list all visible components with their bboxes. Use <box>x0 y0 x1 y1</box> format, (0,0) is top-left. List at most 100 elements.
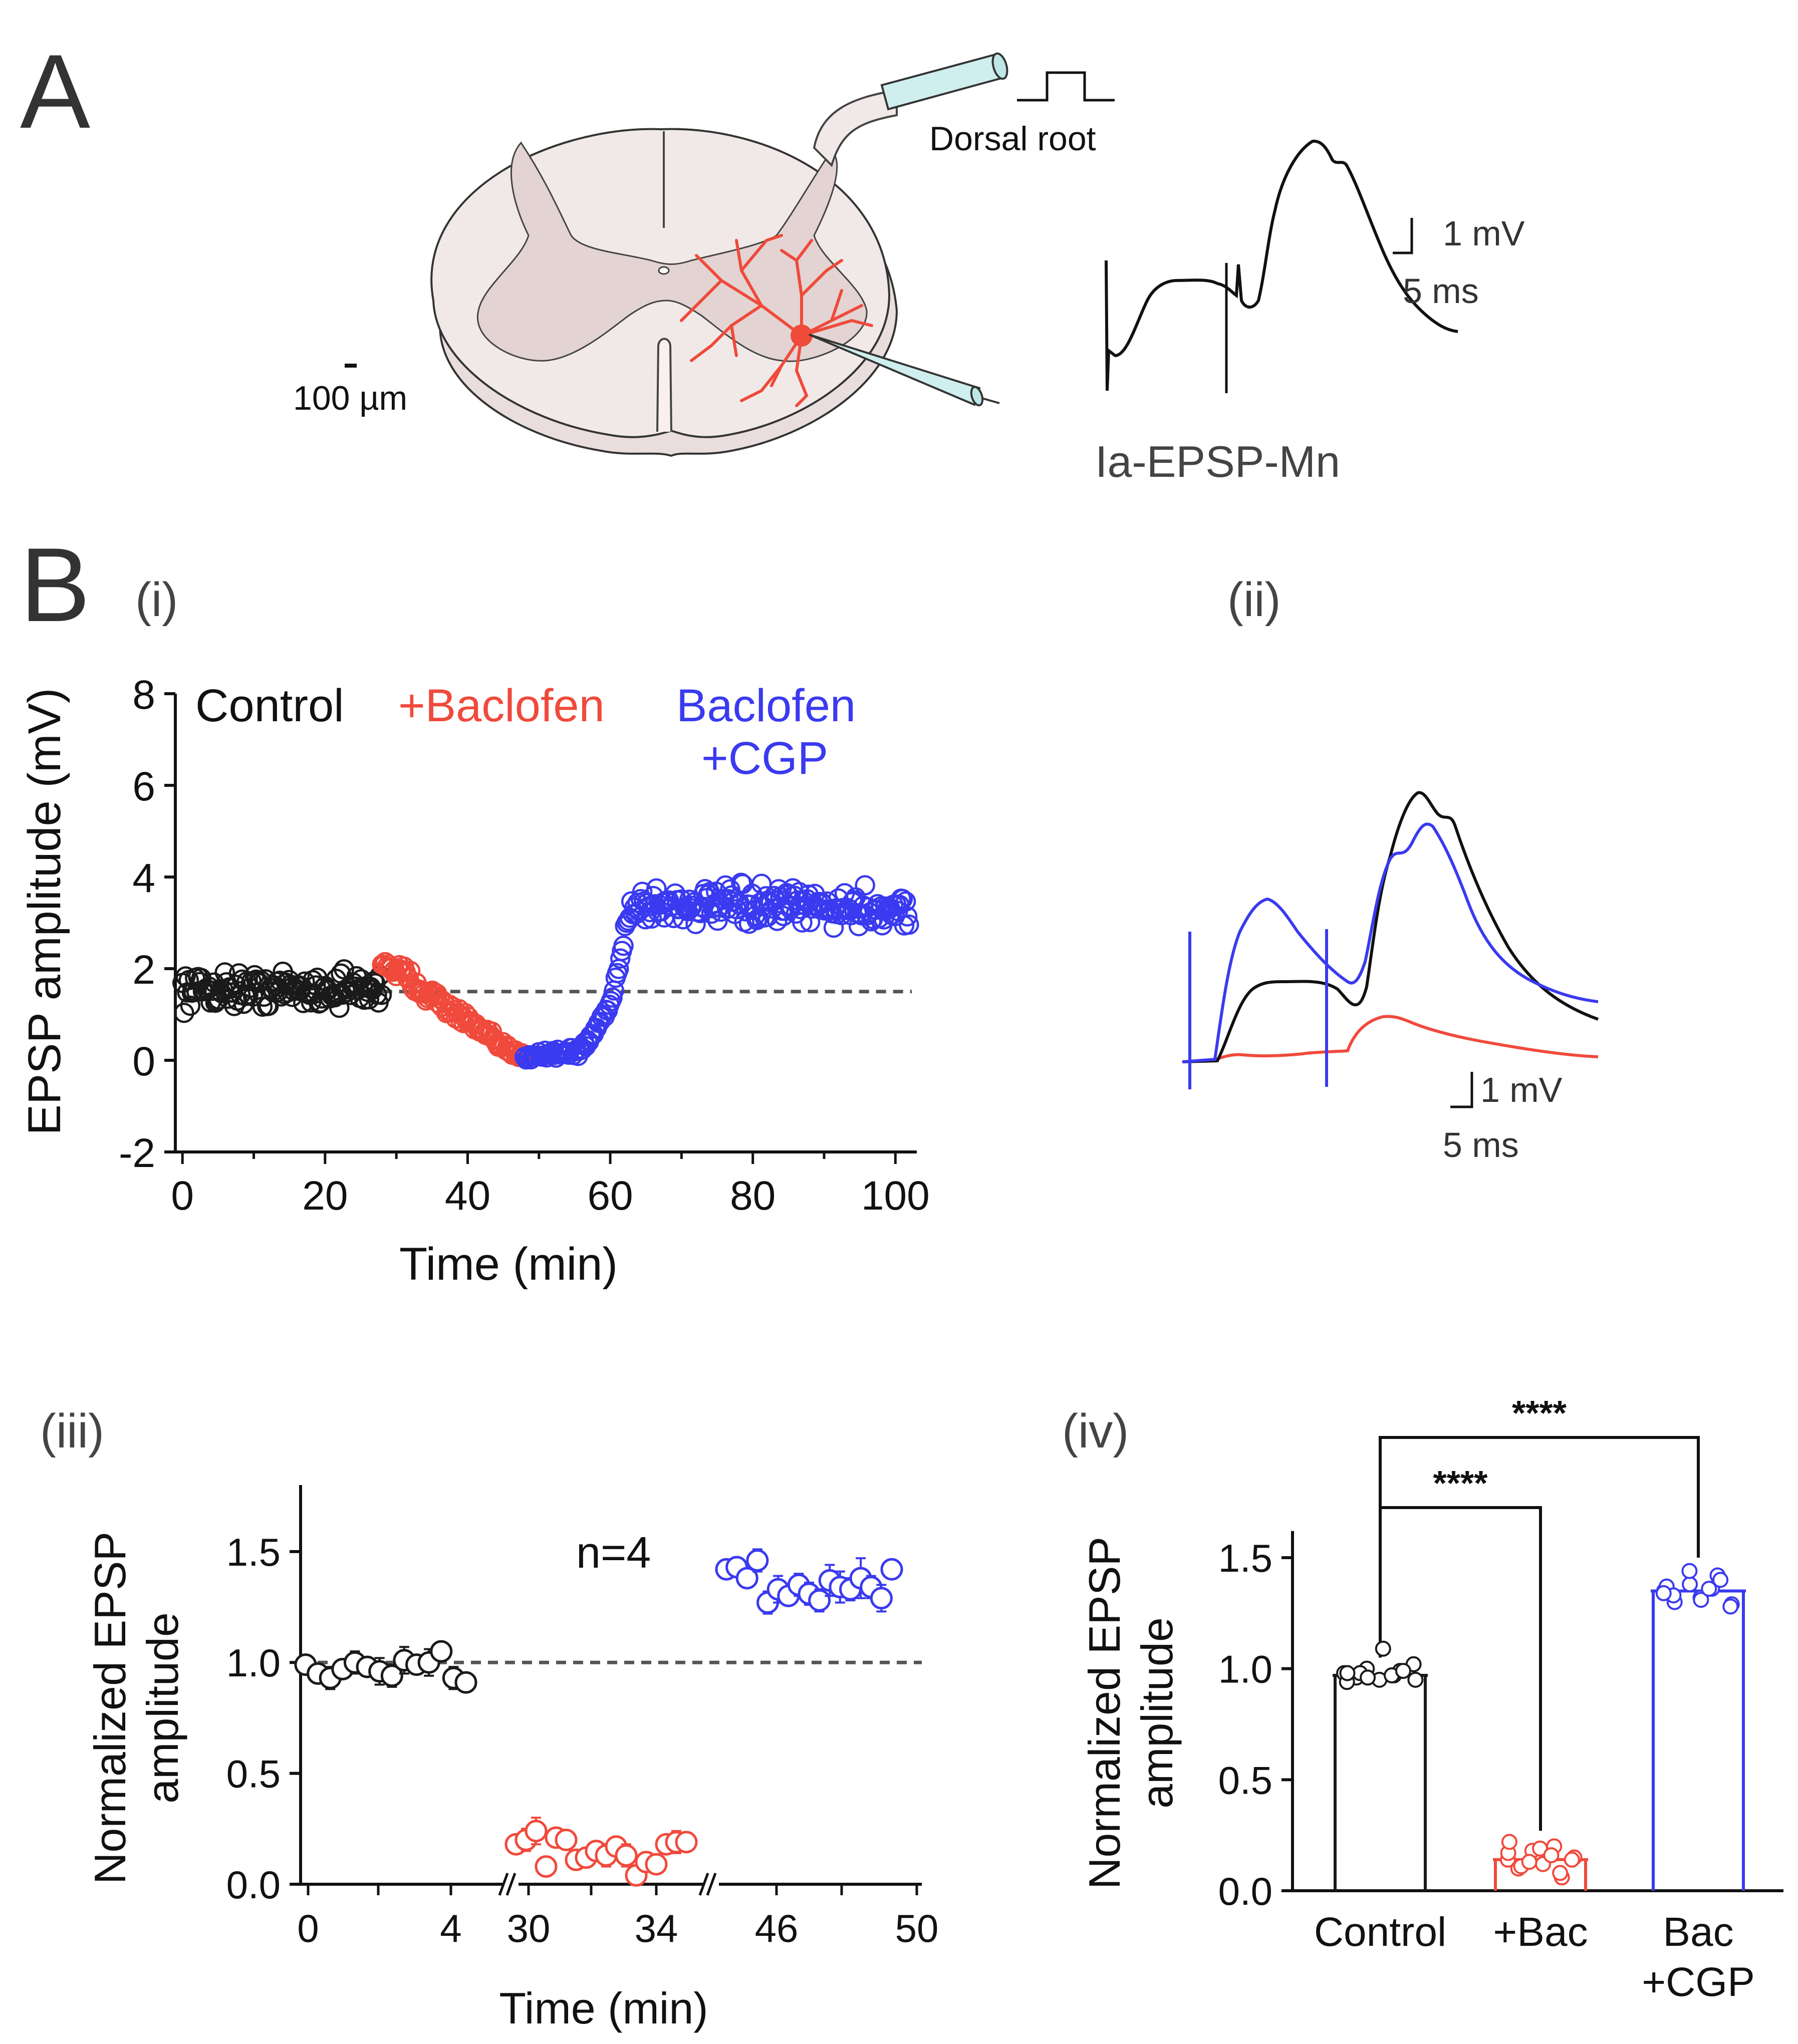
biii-point-baclofen <box>645 1853 668 1876</box>
biv-point-bac-cgp <box>1712 1572 1729 1588</box>
biv-category-label-bac-cgp: Bac <box>1663 1909 1733 1955</box>
biv-point-control <box>1339 1665 1356 1681</box>
biii-axis-break <box>498 1873 509 1896</box>
ia-epsp-trace: 1 mV 5 ms Ia-EPSP-Mn <box>1095 139 1525 486</box>
bi-y-axis-title: EPSP amplitude (mV) <box>19 688 70 1135</box>
motoneuron-dendrites <box>680 234 873 407</box>
biv-point-control <box>1375 1640 1391 1657</box>
suction-electrode <box>880 52 1008 111</box>
panel-a-label: A <box>20 33 90 150</box>
bi-point-control <box>186 982 207 1002</box>
length-scale-label: 100 µm <box>293 379 407 417</box>
bi-x-tick-label: 20 <box>302 1173 348 1219</box>
biv-point-bac-cgp <box>1701 1581 1717 1597</box>
biv-point-control <box>1395 1663 1411 1679</box>
biii-x-tick-label: 0 <box>297 1906 319 1950</box>
bi-point-cgp <box>602 987 623 1008</box>
chart-biv: 0.0 0.5 1.0 1.5 Control +Bac Bac+CGP **** **** N… <box>1080 1393 1783 2005</box>
bi-point-cgp <box>855 875 875 896</box>
biv-significance-bracket-1 <box>1379 1506 1542 1831</box>
bii-trace-control <box>1182 791 1599 1063</box>
biv-category-label-bac: +Bac <box>1493 1909 1588 1955</box>
bi-y-tick-label: 2 <box>132 947 155 993</box>
biii-x-tick-label: 46 <box>755 1906 799 1950</box>
biv-significance-stars-2: **** <box>1512 1393 1567 1432</box>
biv-point-bac <box>1564 1851 1580 1868</box>
biv-point-control <box>1407 1671 1424 1688</box>
biii-point-cgp <box>880 1558 903 1581</box>
biv-y-axis-title-line2: amplitude <box>1132 1617 1182 1809</box>
bi-point-control <box>329 997 350 1018</box>
biv-point-bac <box>1501 1834 1517 1850</box>
biii-axis-break <box>698 1873 709 1896</box>
biii-x-axis-title: Time (min) <box>499 1983 708 2033</box>
biii-point-baclofen <box>675 1831 698 1854</box>
biii-x-tick-label: 30 <box>507 1906 551 1950</box>
biii-y-tick-label: 0.0 <box>226 1863 281 1907</box>
bi-x-tick-label: 40 <box>445 1173 490 1219</box>
biv-point-bac-cgp <box>1682 1576 1698 1593</box>
biii-x-tick-label: 4 <box>440 1906 461 1950</box>
bii-scale-bar <box>1450 1072 1473 1108</box>
bi-point-cgp <box>756 886 777 907</box>
bi-point-cgp <box>897 906 918 927</box>
epsp-scale-bar <box>1393 218 1413 254</box>
biii-point-cgp <box>870 1587 893 1610</box>
biii-y-axis-title-line2: amplitude <box>138 1612 187 1804</box>
biii-point-cgp <box>808 1589 831 1612</box>
biv-y-tick-label: 1.0 <box>1218 1647 1272 1691</box>
bi-legend-baclofen: +Baclofen <box>398 680 605 731</box>
biv-significance-bracket-2 <box>1379 1436 1700 1558</box>
biii-y-tick-label: 0.5 <box>226 1752 281 1796</box>
subpanel-ii-label: (ii) <box>1227 573 1281 627</box>
biii-point-baclofen <box>525 1820 548 1843</box>
biii-x-tick-label: 34 <box>635 1906 678 1950</box>
bi-point-cgp <box>748 908 769 929</box>
subpanel-i-label: (i) <box>135 573 178 627</box>
biv-significance-stars-1: **** <box>1433 1464 1488 1503</box>
bi-y-tick-label: 8 <box>132 672 155 718</box>
dorsal-root <box>813 89 898 167</box>
biv-point-bac-cgp <box>1693 1592 1709 1608</box>
epsp-trace-label: Ia-EPSP-Mn <box>1095 437 1340 486</box>
recording-electrode <box>809 334 1000 407</box>
biii-x-tick-label: 50 <box>895 1906 939 1950</box>
bi-point-cgp <box>685 914 706 935</box>
biii-axis-break <box>706 1873 717 1896</box>
bi-point-control <box>334 959 354 980</box>
biii-y-tick-label: 1.5 <box>226 1530 281 1574</box>
bi-legend-cgp-line2: +CGP <box>701 733 828 784</box>
bi-point-cgp <box>899 914 919 935</box>
epsp-scale-time: 5 ms <box>1403 271 1479 311</box>
spinal-cord-diagram: Dorsal root 100 µm <box>293 52 1115 457</box>
dorsal-root-label: Dorsal root <box>929 120 1096 158</box>
biii-y-tick-label: 1.0 <box>226 1641 281 1685</box>
bi-y-tick-label: 4 <box>132 855 155 901</box>
bi-x-tick-label: 0 <box>171 1173 194 1219</box>
biv-bars <box>1333 1563 1746 1891</box>
bi-point-cgp <box>610 948 631 969</box>
bi-point-control <box>214 962 235 983</box>
biii-point-baclofen <box>535 1855 558 1878</box>
biii-annotation: n=4 <box>576 1528 651 1577</box>
bi-x-tick-label: 80 <box>730 1173 776 1219</box>
biv-point-bac <box>1552 1865 1569 1881</box>
biv-category-label-bac-cgp: +CGP <box>1642 1959 1755 2005</box>
bi-point-control <box>371 985 392 1005</box>
bi-legend-cgp-line1: Baclofen <box>676 680 856 731</box>
bi-y-tick-label: -2 <box>119 1130 155 1176</box>
subpanel-iii-label: (iii) <box>40 1404 104 1458</box>
bii-scale-voltage: 1 mV <box>1480 1070 1563 1109</box>
bi-x-tick-label: 100 <box>861 1173 930 1219</box>
biii-point-cgp <box>735 1567 758 1590</box>
biii-point-baclofen <box>555 1828 578 1851</box>
biii-axis-break <box>505 1873 517 1896</box>
bi-point-cgp <box>895 891 916 912</box>
biii-y-axis-title-line1: Normalized EPSP <box>85 1532 135 1884</box>
biv-category-label-control: Control <box>1314 1909 1446 1955</box>
biv-point-control <box>1360 1669 1376 1686</box>
biii-point-control <box>430 1640 453 1663</box>
bi-x-tick-label: 60 <box>587 1173 633 1219</box>
